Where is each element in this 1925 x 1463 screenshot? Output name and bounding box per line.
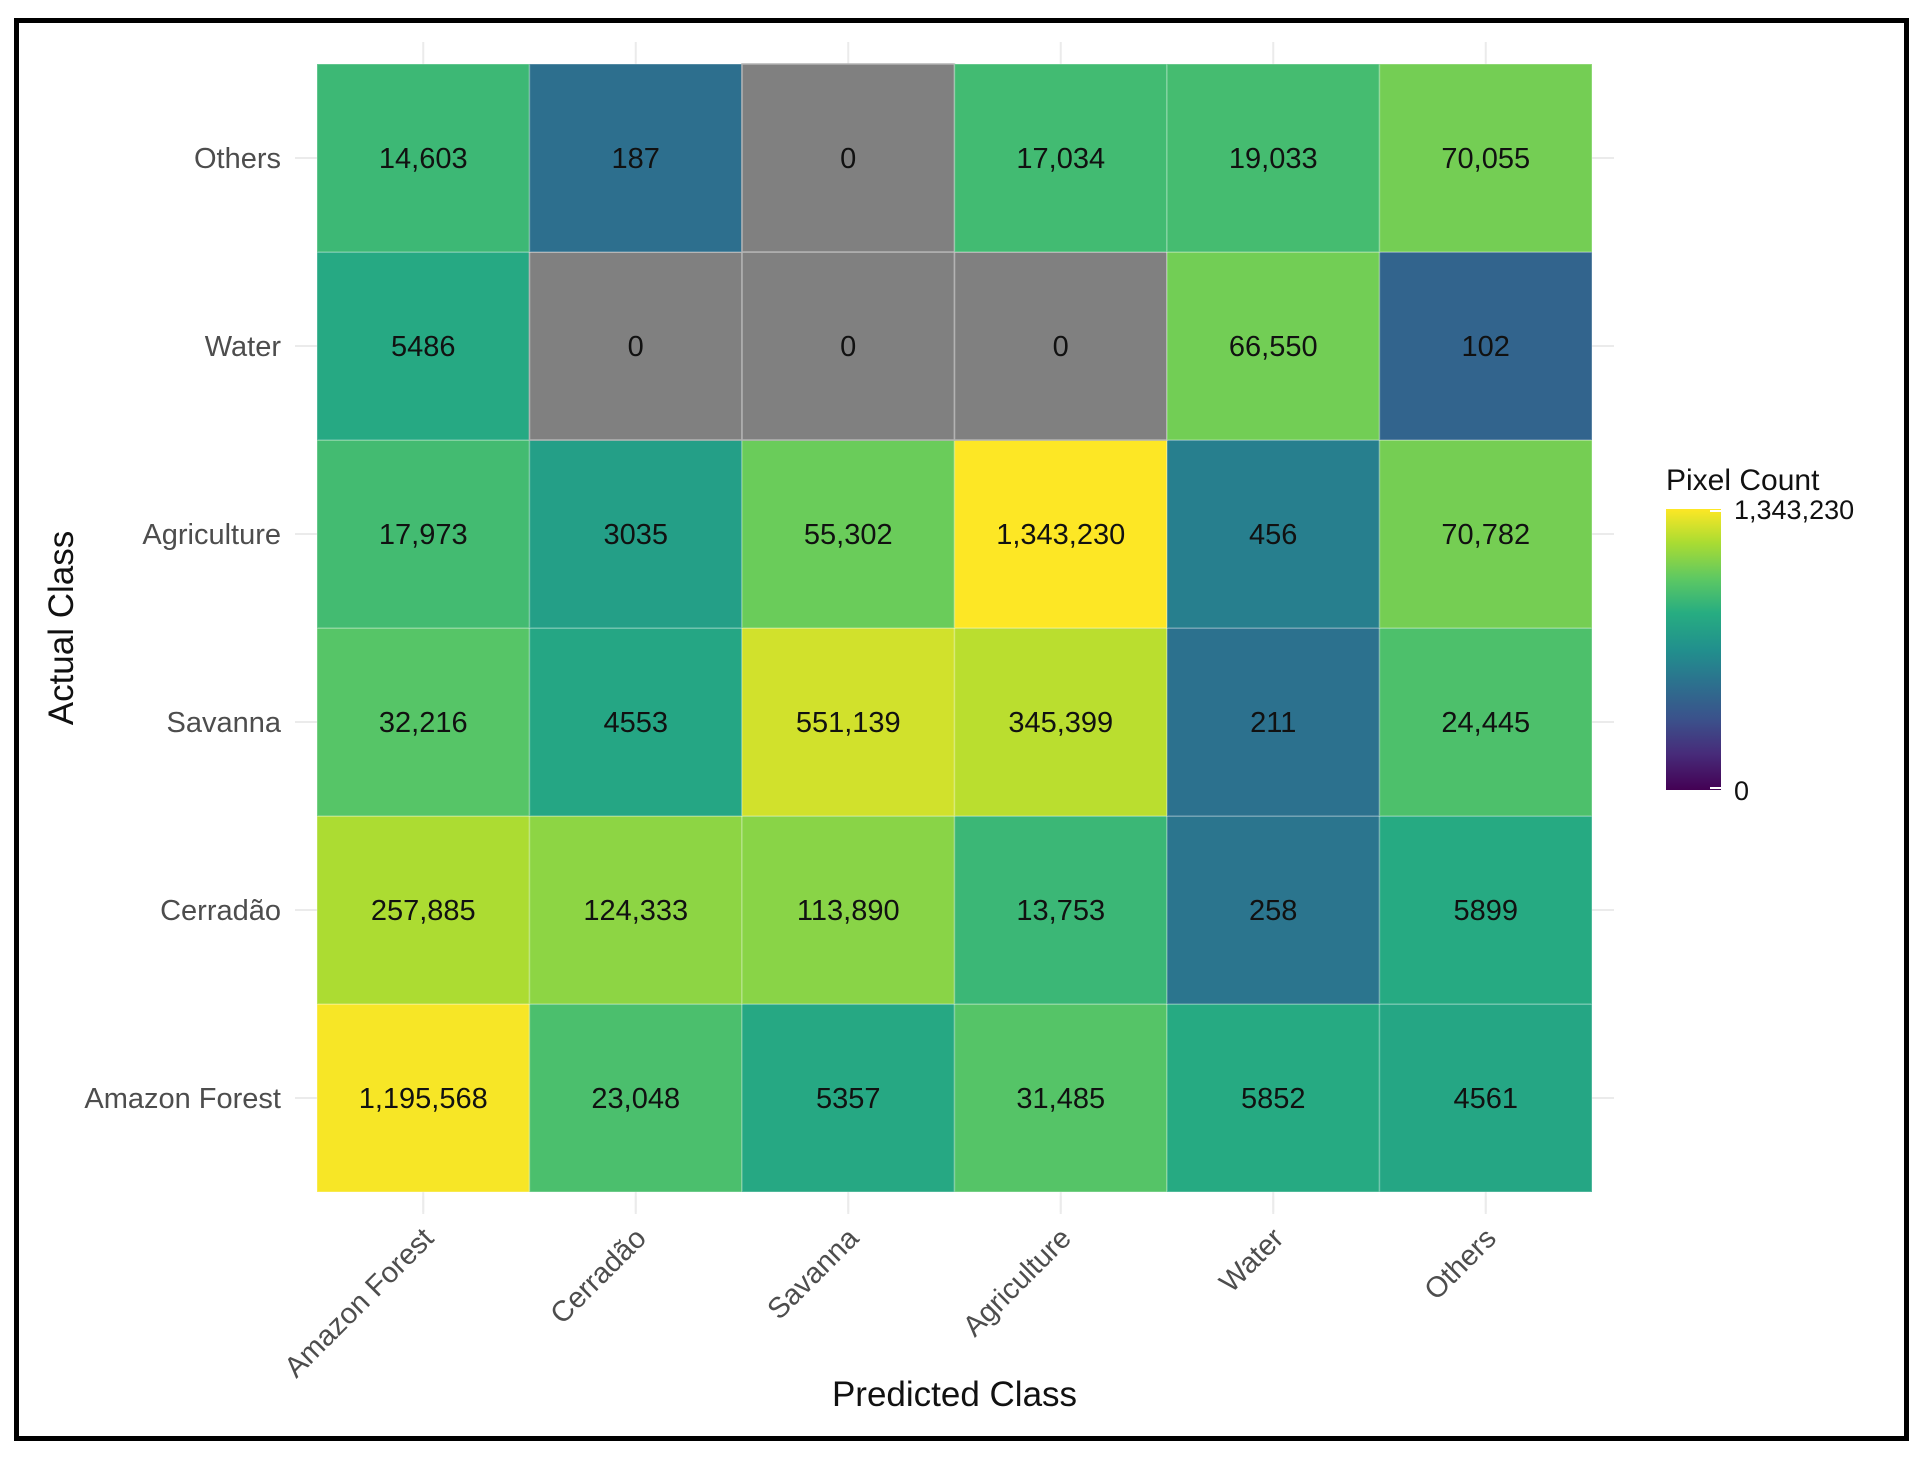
- y-tick-label: Agriculture: [142, 519, 281, 551]
- heatmap-cell: [528, 63, 743, 253]
- cell-value-label: 17,973: [379, 519, 468, 551]
- heatmap-cell: [316, 627, 531, 817]
- cell-value-label: 0: [1053, 331, 1069, 363]
- cell-value-label: 4553: [603, 707, 668, 739]
- cell-value-label: 4561: [1453, 1083, 1518, 1115]
- heatmap-cell: [741, 251, 956, 441]
- heatmap-cell: [1166, 63, 1381, 253]
- cell-value-label: 13,753: [1016, 895, 1105, 927]
- cell-value-label: 187: [612, 143, 660, 175]
- cell-value-label: 55,302: [804, 519, 893, 551]
- cell-value-label: 19,033: [1229, 143, 1318, 175]
- heatmap-cell: [528, 439, 743, 629]
- y-axis-ticks: Amazon Forest Cerradão Savanna Agriculture W…: [84, 143, 311, 1115]
- cell-value-label: 102: [1462, 331, 1510, 363]
- cell-value-label: 32,216: [379, 707, 468, 739]
- cell-value-label: 1,195,568: [359, 1083, 488, 1115]
- x-tick-label: Others: [1419, 1222, 1503, 1306]
- cell-value-label: 258: [1249, 895, 1297, 927]
- figure-frame: 1,195,568 23,048 5357 31,485 5852 4561 257,885…: [14, 18, 1909, 1441]
- heatmap-cell: [1378, 815, 1593, 1005]
- cell-value-label: 5852: [1241, 1083, 1306, 1115]
- cell-value-label: 551,139: [796, 707, 901, 739]
- heatmap-cell: [741, 627, 956, 817]
- cell-value-label: 211: [1250, 707, 1296, 739]
- cell-value-label: 1,343,230: [996, 519, 1125, 551]
- confusion-matrix-heatmap: 1,195,568 23,048 5357 31,485 5852 4561 257,885…: [42, 42, 1854, 1414]
- heatmap-cell: [528, 627, 743, 817]
- heatmap-cell: [528, 251, 743, 441]
- x-tick-label: Amazon Forest: [279, 1222, 441, 1384]
- y-axis-title: Actual Class: [42, 531, 81, 726]
- cell-value-label: 124,333: [583, 895, 688, 927]
- legend-min-label: 0: [1734, 776, 1749, 806]
- heatmap-cell: [528, 815, 743, 1005]
- cell-value-label: 14,603: [379, 143, 468, 175]
- cell-value-label: 0: [840, 331, 856, 363]
- cell-value-label: 24,445: [1441, 707, 1530, 739]
- cell-value-label: 66,550: [1229, 331, 1318, 363]
- x-tick-label: Savanna: [762, 1222, 866, 1326]
- x-axis-title: Predicted Class: [832, 1375, 1077, 1414]
- y-tick-label: Savanna: [167, 707, 282, 739]
- heatmap-cell: [316, 1003, 531, 1193]
- heatmap-cell: [1166, 439, 1381, 629]
- heatmap-cell: [1378, 251, 1593, 441]
- y-tick-label: Amazon Forest: [84, 1083, 281, 1115]
- heatmap-cell: [1166, 1003, 1381, 1193]
- cell-value-label: 70,055: [1441, 143, 1530, 175]
- cell-value-label: 345,399: [1008, 707, 1113, 739]
- heatmap-cell: [1378, 627, 1593, 817]
- heatmap-cell: [953, 439, 1168, 629]
- cell-value-label: 31,485: [1016, 1083, 1105, 1115]
- heatmap-cell: [316, 439, 531, 629]
- heatmap-cell: [1378, 439, 1593, 629]
- cell-value-label: 0: [628, 331, 644, 363]
- cell-value-label: 5486: [391, 331, 456, 363]
- cell-value-label: 0: [840, 143, 856, 175]
- cell-value-label: 257,885: [371, 895, 476, 927]
- x-tick-label: Water: [1214, 1222, 1291, 1299]
- cell-value-label: 70,782: [1441, 519, 1530, 551]
- x-tick-label: Agriculture: [957, 1222, 1078, 1343]
- cell-value-label: 113,890: [797, 895, 900, 927]
- heatmap-cell: [1378, 1003, 1593, 1193]
- x-tick-label: Cerradão: [545, 1222, 653, 1330]
- cell-value-label: 5357: [816, 1083, 881, 1115]
- legend-title: Pixel Count: [1666, 464, 1820, 497]
- cell-value-label: 5899: [1453, 895, 1518, 927]
- legend-colorbar: [1666, 509, 1721, 790]
- heatmap-cell: [741, 63, 956, 253]
- y-tick-label: Others: [194, 143, 281, 175]
- heatmap-cell: [1378, 63, 1593, 253]
- legend-max-label: 1,343,230: [1734, 495, 1854, 525]
- heatmap-cell: [1166, 627, 1381, 817]
- cell-value-labels: 1,195,568 23,048 5357 31,485 5852 4561 257,885…: [359, 143, 1530, 1115]
- heatmap-cell: [741, 439, 956, 629]
- heatmap-cell: [1166, 815, 1381, 1005]
- y-tick-label: Cerradão: [160, 895, 281, 927]
- cell-value-label: 17,034: [1016, 143, 1105, 175]
- heatmap-cell: [953, 815, 1168, 1005]
- y-tick-label: Water: [205, 331, 282, 363]
- cell-value-label: 23,048: [591, 1083, 680, 1115]
- cell-value-label: 3035: [603, 519, 668, 551]
- x-axis-ticks: Amazon Forest Cerradão Savanna Agriculture W…: [279, 1196, 1503, 1384]
- heatmap-cell: [316, 63, 531, 253]
- cell-value-label: 456: [1249, 519, 1297, 551]
- heatmap-cells: [316, 63, 1593, 1193]
- heatmap-cell: [316, 815, 531, 1005]
- color-legend: Pixel Count 1,343,230 0: [1666, 464, 1854, 806]
- heatmap-cell: [1166, 251, 1381, 441]
- heatmap-cell: [953, 627, 1168, 817]
- heatmap-cell: [528, 1003, 743, 1193]
